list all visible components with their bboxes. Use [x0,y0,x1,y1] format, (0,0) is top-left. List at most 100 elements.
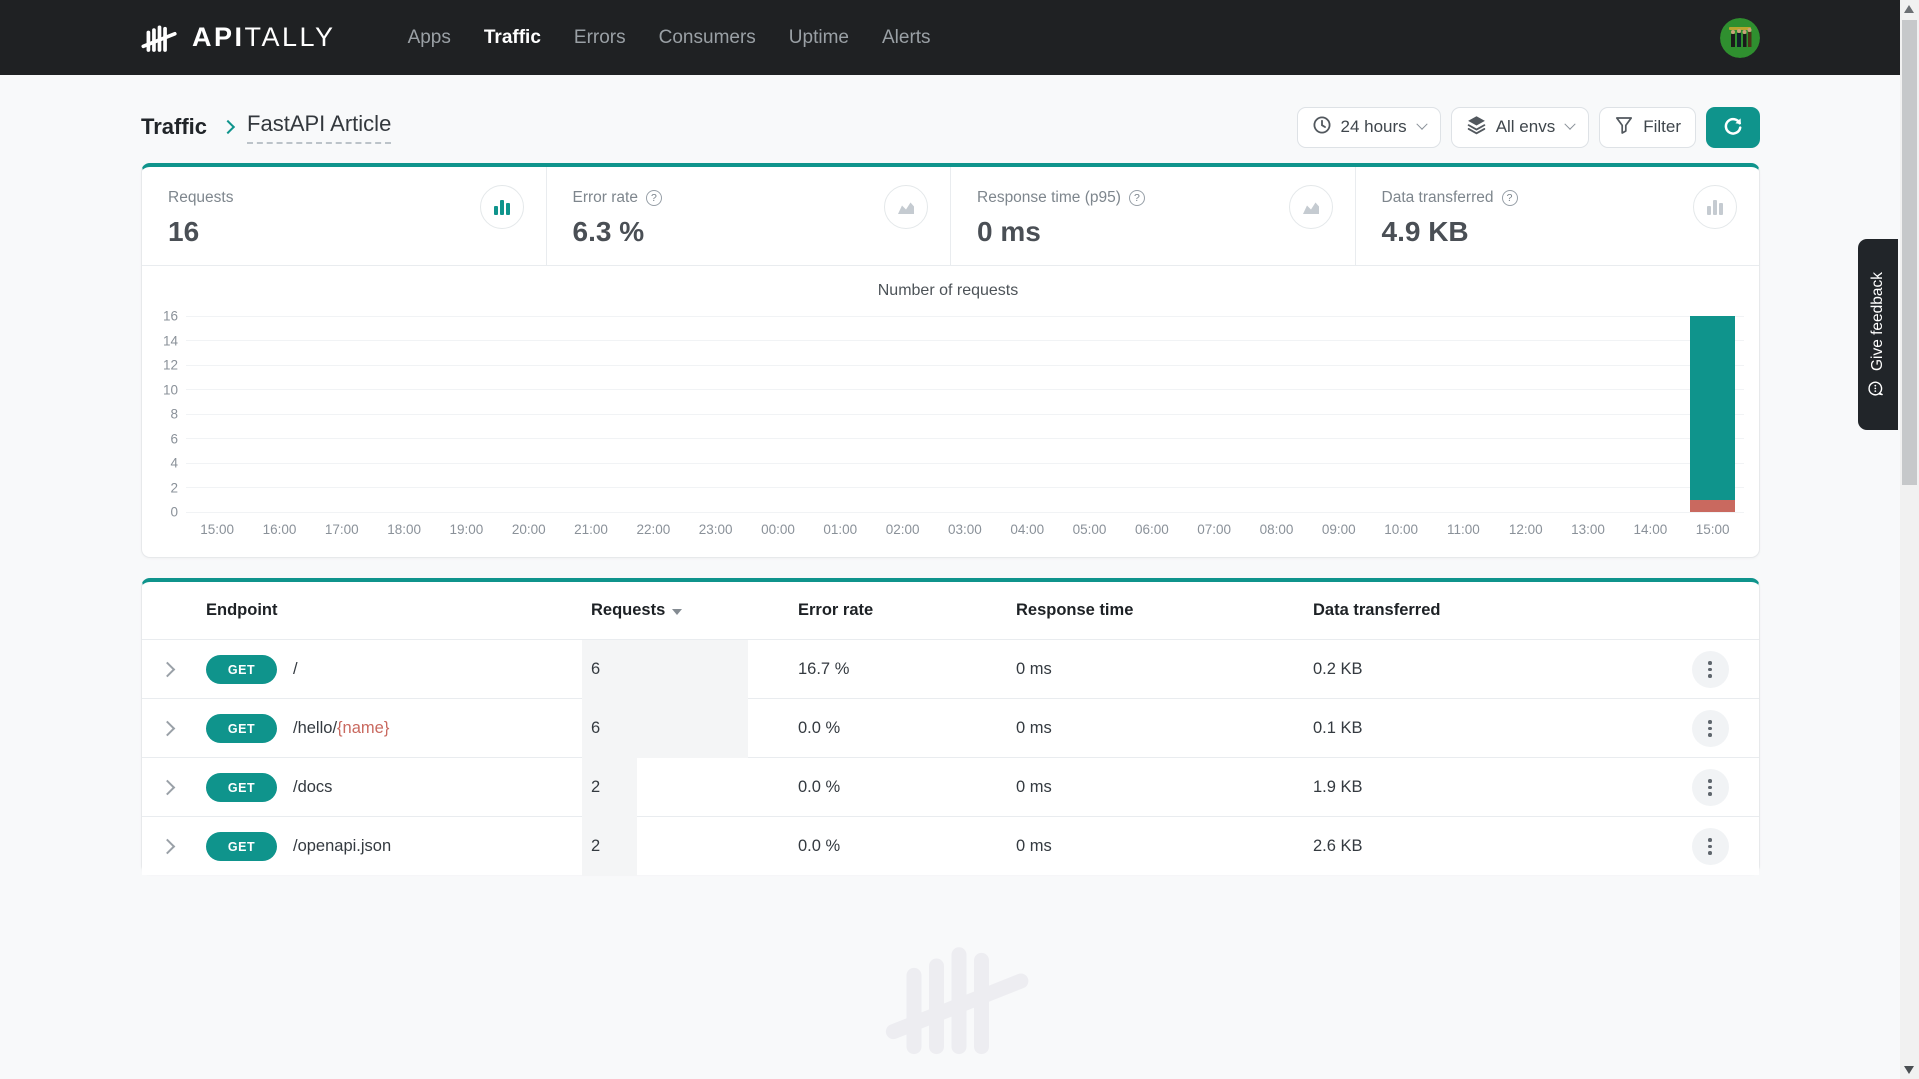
bar-slot [1370,316,1432,512]
row-menu-kebab-icon[interactable] [1691,710,1729,747]
bar-slot [747,316,809,512]
nav-item-traffic[interactable]: Traffic [483,26,541,48]
funnel-icon [1614,115,1634,140]
requests-value: 6 [591,719,601,737]
endpoint-path-param: {name} [337,719,390,737]
brand-wordmark: APITALLY [192,22,336,52]
help-icon[interactable] [1501,190,1518,206]
gridline [186,413,1744,415]
help-icon[interactable] [645,190,662,206]
row-menu-kebab-icon[interactable] [1691,651,1729,688]
bar-slot [1121,316,1183,512]
page-header: Traffic FastAPI Article 24 hours All e [141,103,1760,151]
gridline [186,511,1744,513]
scroll-up-icon[interactable] [1904,5,1914,13]
gridline [186,462,1744,464]
data-transferred-value: 1.9 KB [1313,778,1363,796]
x-tick-label: 00:00 [761,522,795,537]
nav-item-uptime[interactable]: Uptime [788,26,849,48]
give-feedback-button[interactable]: Give feedback [1858,239,1898,430]
scrollbar[interactable] [1900,0,1919,1079]
refresh-button[interactable] [1706,106,1760,148]
endpoint-table-body: GET / 6 16.7 % 0 ms 0.2 KB GET /hello/{n… [142,639,1759,876]
x-tick-label: 16:00 [262,522,297,537]
x-tick-label: 03:00 [948,522,982,537]
endpoint-path: /openapi.json [293,837,392,855]
env-value: All envs [1495,117,1556,136]
bar-slot [809,316,871,512]
table-row[interactable]: GET / 6 16.7 % 0 ms 0.2 KB [142,639,1759,699]
layers-icon [1466,114,1487,140]
gridline [186,487,1744,488]
filter-label: Filter [1643,117,1681,136]
bar-slot [1058,316,1120,512]
x-tick-label: 21:00 [574,522,608,537]
column-header-data-transferred[interactable]: Data transferred [1313,601,1441,619]
bar-slot [996,316,1058,512]
column-header-endpoint[interactable]: Endpoint [206,601,278,619]
expand-row-icon[interactable] [159,779,175,796]
x-tick-label: 12:00 [1508,522,1543,537]
bar-slot [311,316,373,512]
column-header-response-time[interactable]: Response time [1016,601,1134,619]
area-chart-icon [884,185,928,229]
clock-icon [1312,115,1332,140]
x-tick-label: 09:00 [1321,522,1356,537]
x-tick-label: 08:00 [1259,522,1294,537]
breadcrumb-traffic[interactable]: Traffic [141,114,208,139]
x-tick-label: 02:00 [885,522,920,537]
top-nav: APITALLY Apps Traffic Errors Consumers U… [0,0,1919,75]
gridline [186,340,1744,341]
bar-slot [435,316,497,512]
nav-item-errors[interactable]: Errors [573,26,626,48]
apitally-logo[interactable]: APITALLY [141,22,336,53]
nav-item-alerts[interactable]: Alerts [881,26,931,48]
stats-row: Requests 16 Error rate 6.3 % [142,167,1759,266]
bar-slot [1183,316,1245,512]
scroll-down-icon[interactable] [1904,1066,1914,1074]
help-icon[interactable] [1128,190,1145,206]
method-badge: GET [206,714,277,743]
nav-item-apps[interactable]: Apps [407,26,451,48]
stat-error-rate[interactable]: Error rate 6.3 % [547,167,951,265]
expand-row-icon[interactable] [159,661,175,678]
user-avatar[interactable] [1720,17,1760,58]
stat-response-time[interactable]: Response time (p95) 0 ms [951,167,1356,265]
y-tick-label: 4 [170,455,178,471]
endpoint-path: / [293,660,298,678]
time-range-dropdown[interactable]: 24 hours [1296,106,1441,148]
data-transferred-value: 2.6 KB [1313,837,1363,855]
x-tick-label: 11:00 [1447,522,1480,537]
gridline [186,315,1744,317]
x-tick-label: 07:00 [1197,522,1232,537]
tally-logo-icon [141,22,178,53]
env-dropdown[interactable]: All envs [1450,106,1590,148]
table-row[interactable]: GET /docs 2 0.0 % 0 ms 1.9 KB [142,757,1759,817]
table-row[interactable]: GET /hello/{name} 6 0.0 % 0 ms 0.1 KB [142,698,1759,758]
endpoints-table-card: Endpoint Requests Error rate Response ti… [141,578,1760,876]
breadcrumb-app-name[interactable]: FastAPI Article [247,111,392,144]
column-header-error-rate[interactable]: Error rate [798,601,874,619]
column-header-requests[interactable]: Requests [591,601,798,620]
x-tick-label: 04:00 [1010,522,1045,537]
bar-slot [1245,316,1307,512]
stat-requests[interactable]: Requests 16 [142,167,547,265]
stat-data-transferred[interactable]: Data transferred 4.9 KB [1356,167,1760,265]
requests-value: 6 [591,660,601,678]
chart-title: Number of requests [877,282,1019,299]
expand-row-icon[interactable] [159,838,175,855]
table-row[interactable]: GET /openapi.json 2 0.0 % 0 ms 2.6 KB [142,816,1759,876]
stat-value: 4.9 KB [1381,216,1469,247]
nav-item-consumers[interactable]: Consumers [658,26,756,48]
bar-slot [871,316,933,512]
row-menu-kebab-icon[interactable] [1691,769,1729,806]
filter-button[interactable]: Filter [1599,106,1696,148]
scrollbar-thumb[interactable] [1902,20,1917,485]
stat-label: Response time (p95) [977,189,1121,206]
stat-value: 16 [168,216,200,247]
x-tick-label: 01:00 [823,522,858,537]
response-time-value: 0 ms [1016,719,1052,737]
x-tick-label: 14:00 [1633,522,1668,537]
expand-row-icon[interactable] [159,720,175,737]
row-menu-kebab-icon[interactable] [1691,828,1729,865]
